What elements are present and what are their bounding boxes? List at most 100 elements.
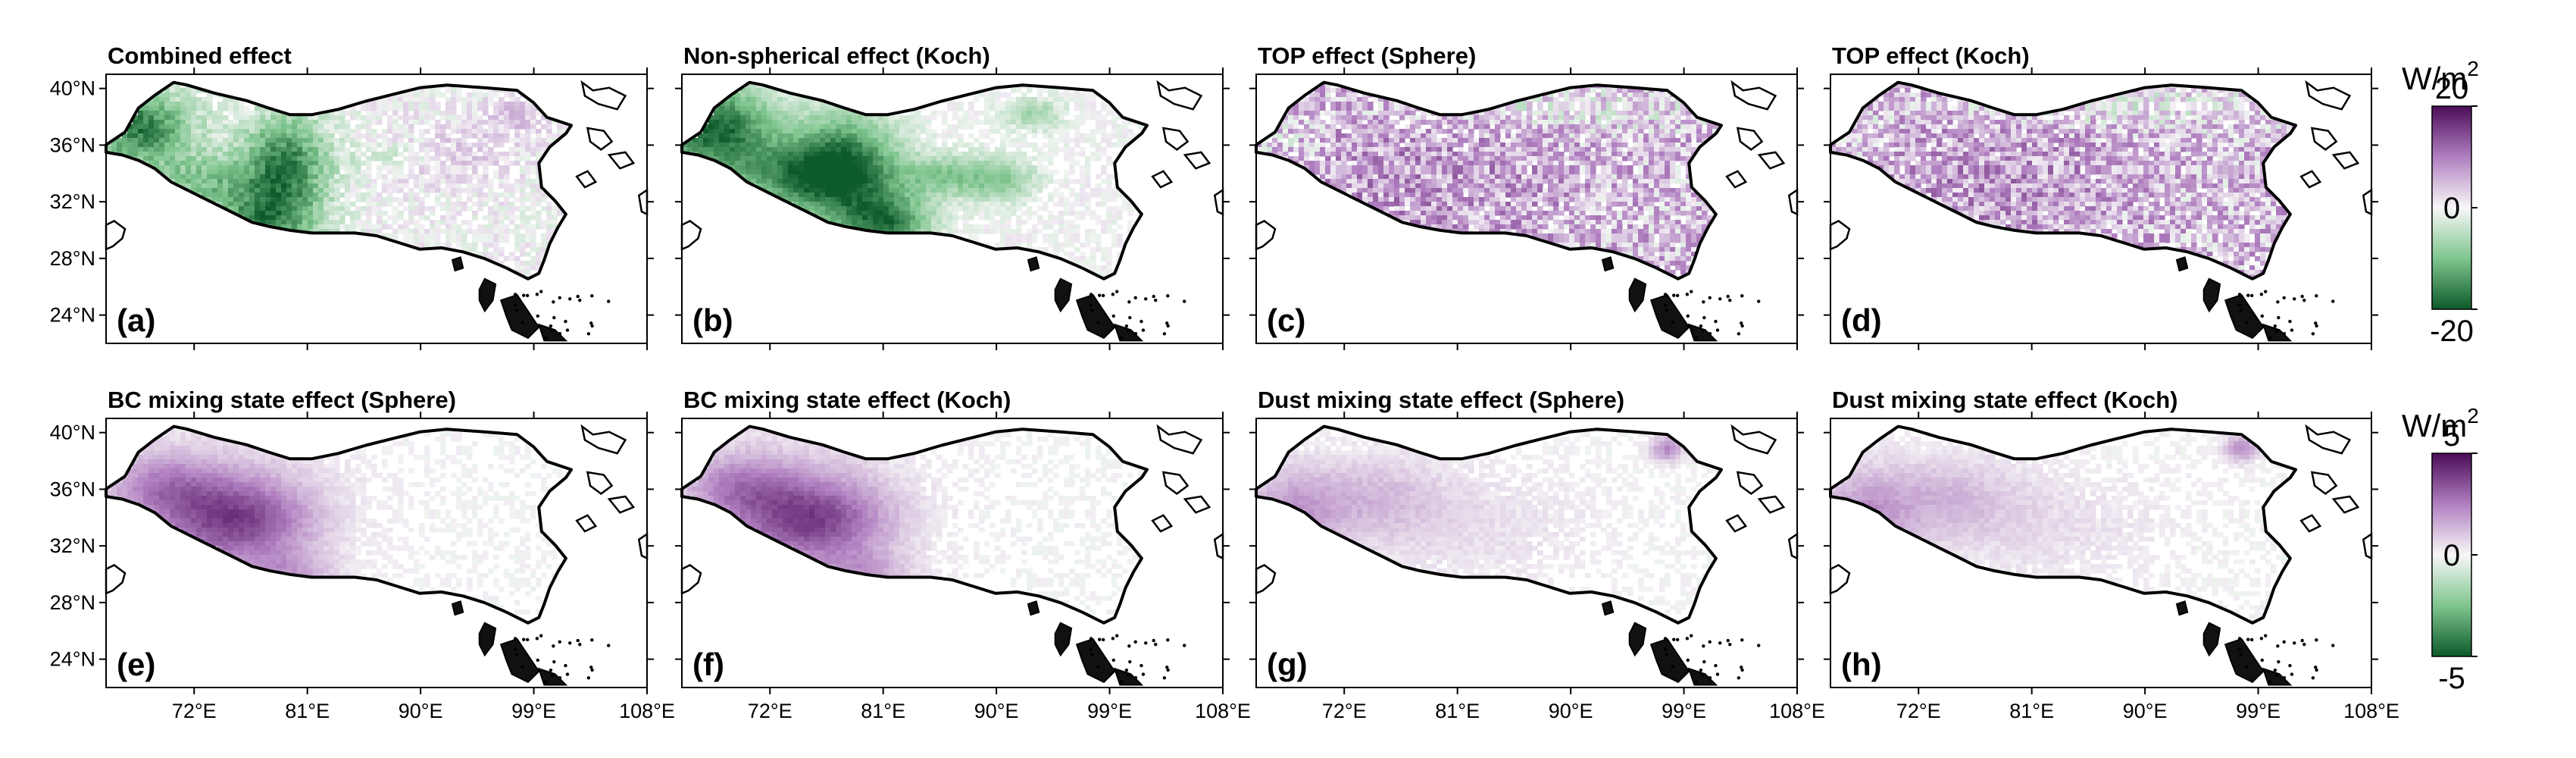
island-dot [2264, 290, 2268, 293]
coastline [680, 564, 702, 595]
island-dot [536, 658, 539, 662]
plateau-outline [680, 424, 1149, 625]
island-dot [586, 332, 591, 336]
map-panel-f: 72°E 81°E 90°E 99°E 108°E BC mixing state eff… [675, 387, 1251, 722]
island-dot [544, 336, 548, 340]
data-field [1830, 83, 2296, 279]
island-dot [1124, 668, 1129, 672]
island-dot [1685, 293, 1690, 296]
island-dot [2331, 299, 2335, 303]
island-dot [1152, 638, 1155, 643]
island-dot [525, 637, 530, 642]
island-dot [1133, 296, 1137, 300]
island-dot [552, 300, 555, 304]
island-dot [1090, 653, 1094, 656]
coastline [1601, 256, 1615, 272]
island-dot [2237, 647, 2241, 651]
island-dot [607, 644, 611, 647]
island-dot [1166, 324, 1170, 328]
coastline [1787, 532, 1799, 560]
panel-letter: (b) [692, 302, 733, 338]
panel-title: Dust mixing state effect (Sphere) [1258, 387, 1624, 413]
island-dot [1166, 668, 1170, 672]
island-dot [568, 641, 572, 645]
map-panel-c: TOP effect (Sphere) (c) [1249, 42, 1804, 350]
island-dot [578, 298, 582, 302]
panel-frame [681, 418, 1224, 688]
coastline [499, 637, 540, 684]
panel-frame [105, 418, 648, 688]
island-dot [1133, 675, 1138, 680]
island-dot [1089, 293, 1093, 296]
coastline [1829, 220, 1851, 251]
coastline [1628, 622, 1647, 657]
island-dot [2315, 668, 2318, 672]
lat-tick-label: 36°N [50, 133, 95, 156]
lon-tick-label: 99°E [1662, 700, 1706, 722]
coastline [680, 220, 702, 251]
coastline [607, 495, 636, 514]
island-dot [558, 640, 561, 644]
coastline [1161, 127, 1190, 151]
island-dot [1183, 299, 1186, 303]
island-dot [513, 647, 517, 651]
island-dot [2276, 644, 2280, 648]
map-panel-d: TOP effect (Koch) (d) [1824, 42, 2378, 350]
island-dot [536, 314, 539, 318]
lon-tick-label: 99°E [511, 700, 556, 722]
island-dot [1141, 328, 1146, 332]
lon-tick-label: 72°E [748, 700, 792, 722]
island-dot [1133, 331, 1138, 336]
map-panels: 40°N 36°N 32°N 28°N 24°N Combined effect (a) No… [50, 42, 2399, 722]
island-dot [2239, 309, 2243, 312]
island-dot [1663, 293, 1668, 296]
coastline [1601, 600, 1615, 616]
island-dot [1124, 324, 1129, 328]
island-dot [1166, 638, 1170, 642]
island-dot [589, 666, 593, 669]
island-dot [2276, 300, 2280, 304]
colorbar-2: W/m25 0 -5 [2402, 404, 2479, 695]
island-dot [2293, 297, 2296, 301]
island-dot [1690, 290, 1693, 293]
lat-tick-label: 28°N [50, 591, 95, 614]
island-dot [1120, 336, 1124, 340]
panel-title: BC mixing state effect (Koch) [683, 387, 1011, 413]
island-dot [552, 644, 555, 648]
island-dot [514, 309, 518, 312]
map-panel-h: 72°E 81°E 90°E 99°E 108°E Dust mixing state e… [1824, 387, 2399, 722]
coastline [2305, 424, 2352, 455]
island-dot [535, 293, 539, 296]
lat-tick-label: 40°N [50, 77, 95, 100]
coastline [1156, 424, 1203, 455]
colorbar-label: 20 [2435, 72, 2469, 105]
coastline [1113, 323, 1144, 342]
island-dot [1098, 293, 1102, 297]
coastline [2299, 170, 2322, 189]
plateau-outline [105, 424, 573, 625]
coastline [1730, 80, 1777, 111]
coastline [1161, 471, 1190, 495]
lon-tick-label: 108°E [1769, 700, 1825, 722]
coastline [537, 323, 568, 342]
lon-tick-label: 90°E [974, 700, 1019, 722]
colorbar-gradient [2431, 453, 2472, 657]
island-dot [2259, 293, 2264, 296]
coastline [2299, 514, 2322, 533]
island-dot [1675, 637, 1680, 642]
island-dot [535, 637, 539, 641]
plateau-outline [1255, 80, 1723, 280]
coastline [1027, 600, 1040, 616]
lon-tick-label: 72°E [1896, 700, 1941, 722]
coastline [1183, 495, 1211, 514]
island-dot [1090, 309, 1094, 312]
lon-tick-label: 99°E [1087, 700, 1132, 722]
island-dot [1671, 321, 1674, 324]
lon-tick-label: 90°E [399, 700, 443, 722]
island-dot [2290, 328, 2294, 332]
island-dot [1737, 332, 1741, 336]
island-dot [564, 319, 567, 324]
lon-tick-label: 108°E [2343, 700, 2399, 722]
coastline [499, 293, 540, 340]
island-dot [1152, 294, 1155, 299]
